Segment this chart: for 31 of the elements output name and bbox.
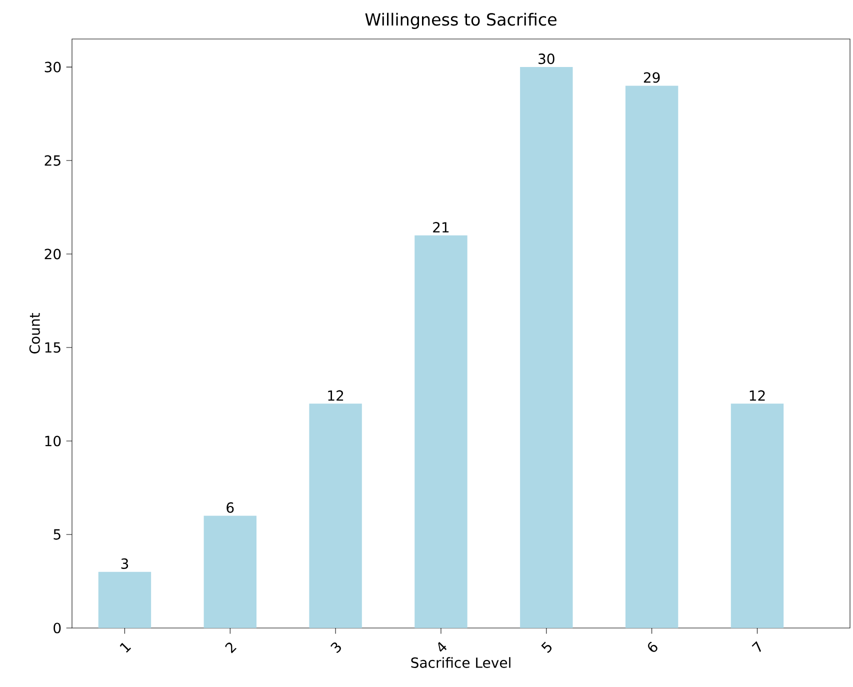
- x-tick-label: 2: [225, 642, 236, 654]
- x-tick-label: 1: [120, 642, 132, 653]
- data-label: 6: [226, 502, 234, 513]
- bar: [309, 404, 362, 628]
- bar: [204, 516, 256, 628]
- data-label: 21: [433, 222, 449, 232]
- x-tick-label: 4: [438, 642, 447, 652]
- y-tick-label: 20: [44, 248, 61, 260]
- data-label: 3: [121, 558, 128, 569]
- y-tick-label: 25: [44, 155, 60, 166]
- y-tick-label: 5: [54, 529, 60, 540]
- x-tick-label: 6: [648, 642, 658, 652]
- bar: [520, 67, 573, 628]
- x-tick-label: 3: [330, 642, 341, 654]
- bar: [730, 404, 784, 628]
- y-tick-label: 10: [45, 436, 61, 446]
- chart-title: Willingness to Sacrifice: [365, 12, 556, 29]
- y-tick-label: 30: [44, 62, 61, 72]
- data-label: 12: [328, 390, 344, 401]
- y-axis-title: Count: [29, 313, 40, 354]
- x-tick-label: 7: [752, 641, 761, 652]
- bar: [414, 235, 468, 628]
- bar: [625, 86, 678, 628]
- bar: [98, 572, 152, 628]
- y-tick-label: 0: [54, 622, 61, 634]
- data-label: 12: [750, 390, 765, 401]
- y-tick-label: 15: [45, 342, 60, 353]
- x-tick-label: 5: [541, 642, 552, 653]
- data-label: 30: [538, 54, 554, 64]
- data-label: 29: [644, 72, 660, 83]
- x-axis-title: Sacrifice Level: [411, 657, 510, 668]
